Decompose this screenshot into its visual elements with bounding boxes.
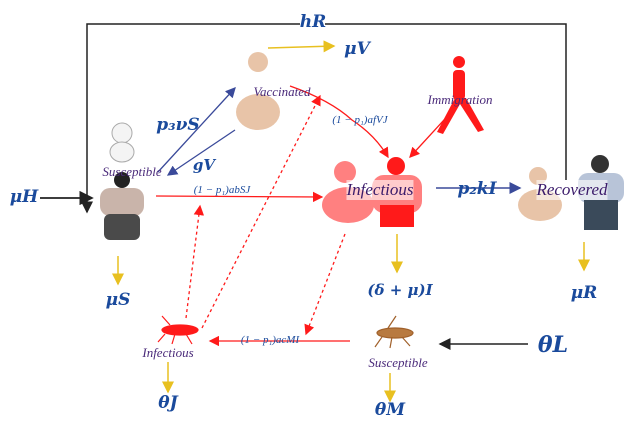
arrow-gV [166, 129, 236, 176]
rate-acMI: (1 − p₁)acMI [240, 334, 300, 346]
label-vaccinated: Vaccinated [253, 84, 311, 99]
rate-muS: μS [105, 290, 131, 310]
infectious-mosquito-icon [157, 315, 199, 345]
label-infectious-human: Infectious [346, 180, 414, 200]
dotted-I-to-mosquito [304, 233, 346, 336]
rate-muV: μV [344, 39, 370, 59]
rate-muR: μR [570, 283, 598, 303]
vaccinated-baby-icon [236, 52, 280, 130]
rate-thetaM: θM [374, 400, 406, 420]
rate-hR: hR [299, 12, 327, 32]
rate-thetaL: θL [537, 332, 569, 358]
rate-thetaJ: θJ [158, 393, 178, 413]
dotted-mosquito-to-S [185, 204, 205, 319]
label-susceptible-mosquito: Susceptible [368, 355, 428, 370]
rate-p2kI: p₂kI [457, 179, 497, 199]
label-immigration: Immigration [427, 92, 493, 107]
label-susceptible-human: Susceptible [102, 164, 162, 179]
susceptible-adult-icon [100, 172, 144, 240]
arrow-p3nuS [157, 87, 236, 173]
susceptible-baby-icon [109, 122, 135, 163]
rate-muH: μH [9, 187, 39, 207]
arrow-hR [87, 23, 567, 212]
rate-gV: gV [192, 156, 216, 174]
immigration-person-icon [437, 56, 484, 134]
rate-afVJ: (1 − p₁)afVJ [332, 114, 388, 126]
dotted-mosquito-to-V [201, 94, 321, 329]
arrow-abSJ [155, 191, 324, 203]
rate-deltamuI: (δ + μ)I [367, 281, 433, 299]
rate-abSJ: (1 − p₁)abSJ [193, 184, 251, 196]
arrow-afVJ [289, 85, 389, 159]
arrow-muV [267, 40, 336, 53]
rate-p3nuS: p₃νS [156, 115, 200, 135]
label-infectious-mosquito: Infectious [142, 345, 194, 360]
susceptible-mosquito-icon [374, 315, 414, 349]
label-recovered: Recovered [536, 180, 608, 200]
